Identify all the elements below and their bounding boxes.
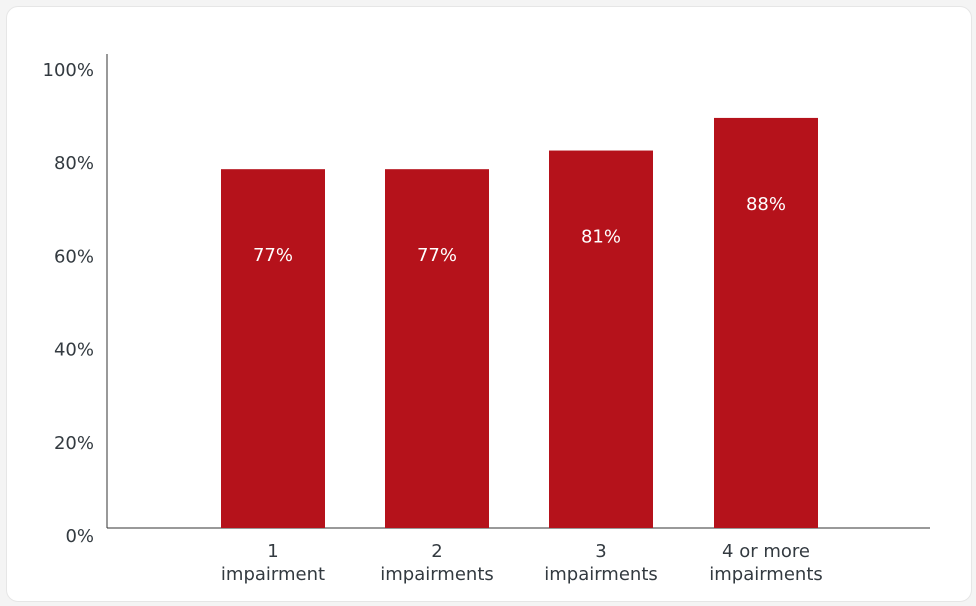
y-axis: 0% 20% 40% 60% 80% 100%: [43, 54, 108, 547]
x-category-label: 4 or more: [722, 541, 810, 562]
bar-value-label: 81%: [581, 227, 621, 248]
bar-value-label: 77%: [253, 245, 293, 266]
y-tick-label: 0%: [65, 526, 94, 547]
bar: [221, 169, 325, 528]
bars: [221, 117, 818, 529]
y-tick-label: 80%: [54, 153, 94, 174]
x-category-label: 1: [267, 541, 278, 562]
x-category-label: impairments: [544, 564, 658, 585]
bar: [385, 169, 489, 528]
y-tick-label: 100%: [43, 60, 94, 81]
bar-value-label: 88%: [746, 194, 786, 215]
bar: [714, 117, 818, 529]
x-category-label: impairment: [221, 564, 325, 585]
x-category-label: 2: [431, 541, 442, 562]
x-category-label: 3: [595, 541, 606, 562]
bar-value-label: 77%: [417, 245, 457, 266]
x-category-label: impairments: [380, 564, 494, 585]
data-labels: 77% 77% 81% 88%: [253, 194, 786, 266]
y-tick-label: 20%: [54, 433, 94, 454]
y-tick-label: 60%: [54, 246, 94, 267]
bar: [549, 150, 653, 529]
y-tick-label: 40%: [54, 340, 94, 361]
x-category-label: impairments: [709, 564, 823, 585]
